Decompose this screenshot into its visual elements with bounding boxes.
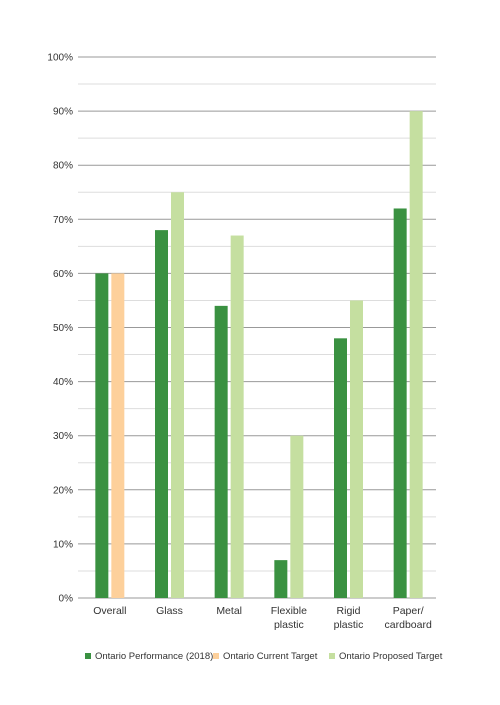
- bar-2-4: [350, 300, 363, 598]
- bar-2-5: [409, 111, 423, 598]
- y-tick-label: 90%: [53, 107, 73, 118]
- bar-2-3: [290, 435, 304, 598]
- x-tick-label: Metal: [216, 605, 242, 617]
- legend-label-0: Ontario Performance (2018): [95, 651, 213, 662]
- legend-label-2: Ontario Proposed Target: [339, 651, 443, 662]
- y-tick-label: 70%: [53, 215, 73, 226]
- x-tick-label: plastic: [274, 619, 304, 631]
- bar-0-1: [155, 230, 168, 598]
- y-tick-label: 20%: [53, 485, 73, 496]
- grid-layer: [78, 56, 436, 599]
- y-tick-label: 0%: [59, 594, 74, 605]
- legend: Ontario Performance (2018) Ontario Curren…: [85, 651, 443, 662]
- tick-layer: 0% 10% 20% 30% 40% 50% 60% 70% 80% 90% 100%: [47, 53, 73, 605]
- bar-0-2: [214, 305, 228, 598]
- y-tick-label: 30%: [53, 431, 73, 442]
- x-tick-label: Flexible: [271, 605, 307, 617]
- legend-swatch-0: [85, 653, 91, 659]
- legend-swatch-2: [329, 653, 335, 659]
- x-tick-label: cardboard: [385, 619, 432, 631]
- bar-2-1: [171, 192, 184, 598]
- y-tick-label: 40%: [53, 377, 73, 388]
- bar-1-0: [111, 273, 125, 598]
- y-tick-label: 80%: [53, 161, 73, 172]
- x-tick-label: Glass: [156, 605, 183, 617]
- x-tick-label: Rigid: [337, 605, 361, 617]
- legend-label-1: Ontario Current Target: [223, 651, 318, 662]
- bar-2-2: [230, 235, 244, 598]
- bar-0-4: [334, 338, 347, 598]
- bar-0-5: [393, 208, 407, 599]
- bar-0-0: [95, 273, 109, 598]
- y-tick-label: 100%: [47, 53, 73, 64]
- x-tick-label: Paper/: [393, 605, 424, 617]
- x-tick-label: Overall: [93, 605, 126, 617]
- bar-0-3: [274, 560, 288, 598]
- category-labels: Overall Glass Metal Flexible plastic Rigid pla…: [93, 605, 432, 631]
- legend-swatch-1: [213, 653, 219, 659]
- y-tick-label: 10%: [53, 539, 73, 550]
- y-tick-label: 50%: [53, 323, 73, 334]
- y-tick-label: 60%: [53, 269, 73, 280]
- bar-layer: [95, 111, 423, 599]
- x-tick-label: plastic: [334, 619, 364, 631]
